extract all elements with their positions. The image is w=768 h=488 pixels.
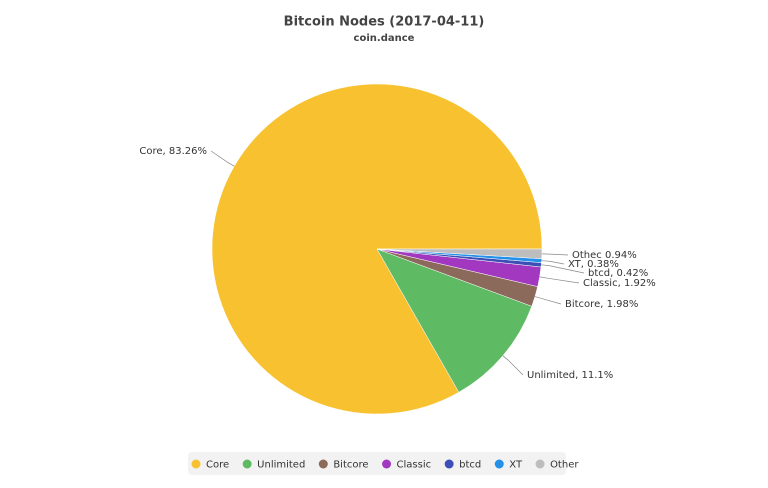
legend-label[interactable]: Other	[550, 460, 579, 471]
data-label: Core, 83.26%	[139, 146, 207, 157]
label-connector	[534, 296, 562, 305]
chart-title: Bitcoin Nodes (2017-04-11)	[284, 15, 485, 30]
label-connector	[541, 260, 565, 265]
legend-label[interactable]: XT	[509, 460, 523, 471]
legend-label[interactable]: Unlimited	[257, 460, 305, 471]
legend-label[interactable]: Classic	[397, 460, 432, 471]
legend-label[interactable]: btcd	[459, 460, 481, 471]
pie-slice[interactable]	[211, 83, 543, 415]
data-label: btcd, 0.42%	[588, 268, 648, 279]
pie-slice[interactable]	[376, 248, 543, 260]
legend-marker[interactable]	[444, 459, 454, 469]
data-label: Classic, 1.92%	[583, 278, 656, 289]
label-connector	[541, 264, 585, 274]
legend-label[interactable]: Bitcore	[333, 460, 368, 471]
legend-box	[188, 452, 566, 475]
label-connector	[502, 355, 524, 376]
legend-marker[interactable]	[494, 459, 504, 469]
legend-marker[interactable]	[535, 459, 545, 469]
data-label: Bitcore, 1.98%	[565, 299, 638, 310]
chart-subtitle: coin.dance	[354, 33, 415, 44]
data-label: XT, 0.38%	[568, 259, 619, 270]
pie-slice[interactable]	[376, 248, 533, 393]
data-label: Othec 0.94%	[572, 250, 637, 261]
legend-label[interactable]: Core	[206, 460, 229, 471]
data-label: Unlimited, 11.1%	[527, 370, 613, 381]
label-connector	[541, 253, 569, 256]
label-connector	[210, 150, 235, 167]
label-connector	[539, 276, 580, 284]
legend-marker[interactable]	[318, 459, 328, 469]
legend-marker[interactable]	[382, 459, 392, 469]
legend-marker[interactable]	[242, 459, 252, 469]
legend-marker[interactable]	[191, 459, 201, 469]
